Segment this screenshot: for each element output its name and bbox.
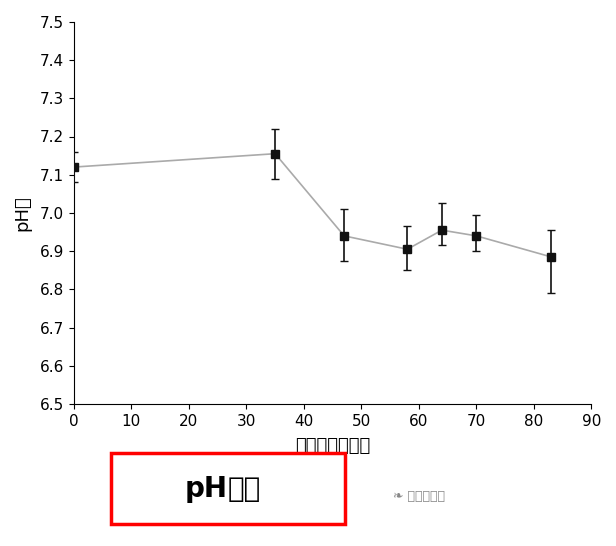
Y-axis label: pH値: pH値 [14, 195, 31, 231]
Text: ❧ 亚洲环保网: ❧ 亚洲环保网 [393, 490, 445, 503]
Text: 变化: 变化 [228, 474, 261, 503]
Text: pH: pH [185, 474, 228, 503]
X-axis label: 贯存时间（月）: 贯存时间（月） [295, 437, 370, 455]
